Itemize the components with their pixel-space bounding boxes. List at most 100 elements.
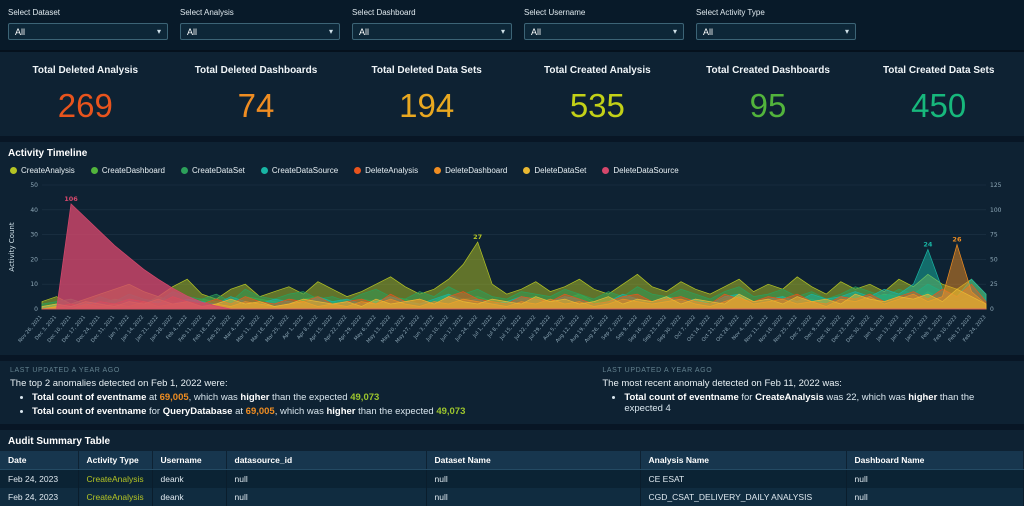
legend-item-CreateDataSet[interactable]: CreateDataSet — [180, 166, 245, 175]
username-dropdown-value: All — [531, 26, 542, 37]
insight-bullets: Total count of eventname for CreateAnaly… — [602, 392, 1014, 414]
legend-label: DeleteDataSet — [534, 166, 587, 175]
table-cell: null — [226, 469, 427, 488]
svg-text:100: 100 — [990, 207, 1002, 214]
chevron-down-icon: ▾ — [844, 27, 849, 36]
table-section-title: Audit Summary Table — [8, 436, 111, 447]
svg-text:20: 20 — [30, 256, 38, 263]
legend-dot-icon — [523, 167, 531, 174]
legend-item-CreateAnalysis[interactable]: CreateAnalysis — [10, 166, 75, 175]
table-cell: CreateAnalysis — [78, 488, 153, 506]
filter-dashboard-label: Select Dashboard — [352, 8, 416, 17]
filter-activity-type-label: Select Activity Type — [696, 8, 765, 17]
insight-anomalies-feb1: LAST UPDATED A YEAR AGO The top 2 anomal… — [10, 367, 602, 420]
filter-bar: Select Dataset All ▾ Select Analysis All… — [0, 0, 1024, 52]
kpi-label: Total Created Dashboards — [706, 65, 830, 76]
activity-timeline-chart-container: 0 10 20 30 40 50 0 25 50 75 100 125 Nov 26, 2021 Dec … — [0, 177, 1024, 355]
legend-item-DeleteAnalysis[interactable]: DeleteAnalysis — [354, 166, 418, 175]
dataset-dropdown[interactable]: All ▾ — [8, 23, 168, 40]
legend-item-DeleteDataSource[interactable]: DeleteDataSource — [602, 166, 679, 175]
analysis-dropdown[interactable]: All ▾ — [180, 23, 340, 40]
section-divider — [0, 355, 1024, 361]
filter-dataset: Select Dataset All ▾ — [8, 8, 168, 40]
anomaly-value: 69,005 — [245, 406, 275, 417]
legend-dot-icon — [260, 167, 268, 174]
table-cell: Feb 24, 2023 — [0, 488, 79, 506]
svg-text:30: 30 — [30, 232, 38, 239]
expected-value: 49,073 — [436, 406, 466, 417]
dataset-dropdown-value: All — [15, 26, 26, 37]
legend-item-DeleteDataSet[interactable]: DeleteDataSet — [523, 166, 586, 175]
activity-type-dropdown-value: All — [703, 26, 714, 37]
insights-row: LAST UPDATED A YEAR AGO The top 2 anomal… — [0, 361, 1024, 424]
svg-text:26: 26 — [952, 236, 962, 244]
filter-username-label: Select Username — [524, 8, 586, 17]
column-header-datasource-id[interactable]: datasource_id — [226, 451, 427, 470]
insight-title: The top 2 anomalies detected on Feb 1, 2… — [10, 378, 228, 389]
kpi-total-deleted-dashboards: Total Deleted Dashboards 74 — [171, 65, 342, 125]
table-cell: CGD_CSAT_DELIVERY_DAILY ANALYSIS — [640, 488, 847, 506]
kpi-total-deleted-analysis: Total Deleted Analysis 269 — [0, 65, 171, 125]
table-cell: CE ESAT — [640, 469, 847, 488]
kpi-value: 269 — [57, 87, 113, 124]
svg-text:25: 25 — [990, 281, 998, 288]
column-header-dataset-name[interactable]: Dataset Name — [426, 451, 641, 470]
filter-dataset-label: Select Dataset — [8, 8, 61, 17]
column-header-analysis-name[interactable]: Analysis Name — [640, 451, 847, 470]
kpi-row: Total Deleted Analysis 269 Total Deleted… — [0, 52, 1024, 136]
svg-text:Activity Count: Activity Count — [8, 222, 16, 271]
kpi-label: Total Created Analysis — [544, 65, 651, 76]
legend-item-DeleteDashboard[interactable]: DeleteDashboard — [434, 166, 507, 175]
table-header-row: Date Activity Type Username datasource_i… — [0, 451, 1024, 470]
legend-dot-icon — [10, 167, 17, 174]
chevron-down-icon: ▾ — [328, 27, 333, 36]
svg-text:10: 10 — [30, 281, 38, 288]
filter-username: Select Username All ▾ — [524, 8, 684, 40]
chart-legend: CreateAnalysis CreateDashboard CreateDataS… — [0, 163, 1024, 177]
kpi-value: 535 — [569, 87, 625, 124]
dashboard-dropdown[interactable]: All ▾ — [352, 23, 512, 40]
insight-bullet: Total count of eventname for QueryDataba… — [32, 406, 602, 417]
svg-text:0: 0 — [990, 306, 994, 313]
table-cell: null — [226, 488, 427, 506]
svg-text:27: 27 — [473, 233, 482, 241]
legend-item-CreateDataSource[interactable]: CreateDataSource — [260, 166, 338, 175]
svg-text:0: 0 — [34, 306, 38, 313]
username-dropdown[interactable]: All ▾ — [524, 23, 684, 40]
svg-text:125: 125 — [990, 182, 1002, 189]
table-row[interactable]: Feb 24, 2023 CreateAnalysis deank null null C… — [0, 469, 1024, 488]
kpi-label: Total Deleted Analysis — [32, 65, 139, 76]
legend-label: DeleteDashboard — [445, 166, 508, 175]
legend-dot-icon — [90, 167, 98, 174]
kpi-label: Total Deleted Data Sets — [371, 65, 482, 76]
kpi-value: 450 — [911, 87, 967, 124]
filter-analysis-label: Select Analysis — [180, 8, 234, 17]
svg-text:106: 106 — [64, 195, 78, 203]
table-cell: null — [426, 469, 641, 488]
table-cell: deank — [152, 488, 227, 506]
column-header-dashboard-name[interactable]: Dashboard Name — [846, 451, 1024, 470]
insight-bullet: Total count of eventname for CreateAnaly… — [624, 392, 1014, 414]
insight-anomaly-feb11: LAST UPDATED A YEAR AGO The most recent … — [602, 367, 1014, 420]
legend-label: DeleteAnalysis — [365, 166, 419, 175]
activity-type-dropdown[interactable]: All ▾ — [696, 23, 856, 40]
legend-label: CreateDataSet — [191, 166, 245, 175]
legend-item-CreateDashboard[interactable]: CreateDashboard — [90, 166, 165, 175]
section-divider — [0, 424, 1024, 430]
kpi-value: 74 — [237, 87, 275, 124]
legend-label: CreateAnalysis — [21, 166, 75, 175]
column-header-activity-type[interactable]: Activity Type — [78, 451, 153, 470]
svg-text:50: 50 — [30, 182, 38, 189]
table-cell: Feb 24, 2023 — [0, 469, 79, 488]
last-updated-label: LAST UPDATED A YEAR AGO — [10, 367, 120, 374]
table-cell: null — [846, 469, 1024, 488]
svg-text:40: 40 — [30, 207, 38, 214]
column-header-username[interactable]: Username — [152, 451, 227, 470]
table-cell: null — [846, 488, 1024, 506]
svg-text:75: 75 — [990, 232, 998, 239]
column-header-date[interactable]: Date — [0, 451, 79, 470]
table-row[interactable]: Feb 24, 2023 CreateAnalysis deank null null C… — [0, 488, 1024, 506]
chevron-down-icon: ▾ — [672, 27, 677, 36]
legend-dot-icon — [180, 167, 188, 174]
